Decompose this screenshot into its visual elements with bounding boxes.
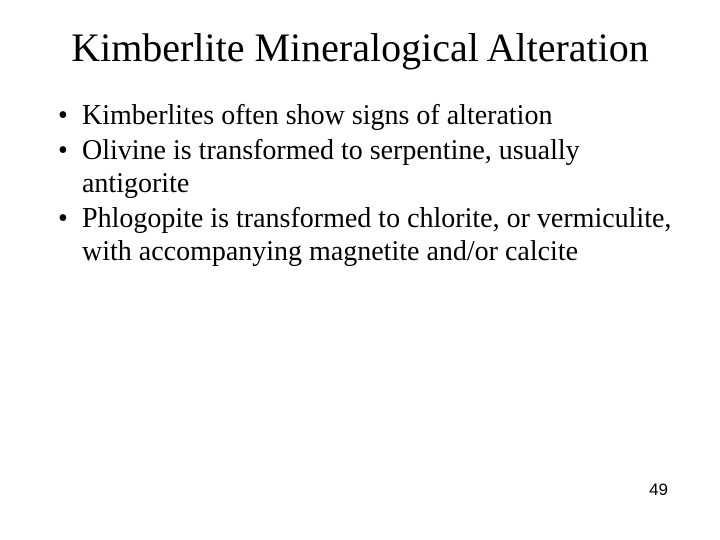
page-number: 49 (649, 480, 668, 500)
bullet-list: Kimberlites often show signs of alterati… (40, 99, 680, 269)
bullet-item: Kimberlites often show signs of alterati… (58, 99, 680, 133)
bullet-item: Phlogopite is transformed to chlorite, o… (58, 202, 680, 269)
bullet-item: Olivine is transformed to serpentine, us… (58, 134, 680, 201)
slide-title: Kimberlite Mineralogical Alteration (40, 25, 680, 71)
slide-container: Kimberlite Mineralogical Alteration Kimb… (0, 0, 720, 540)
